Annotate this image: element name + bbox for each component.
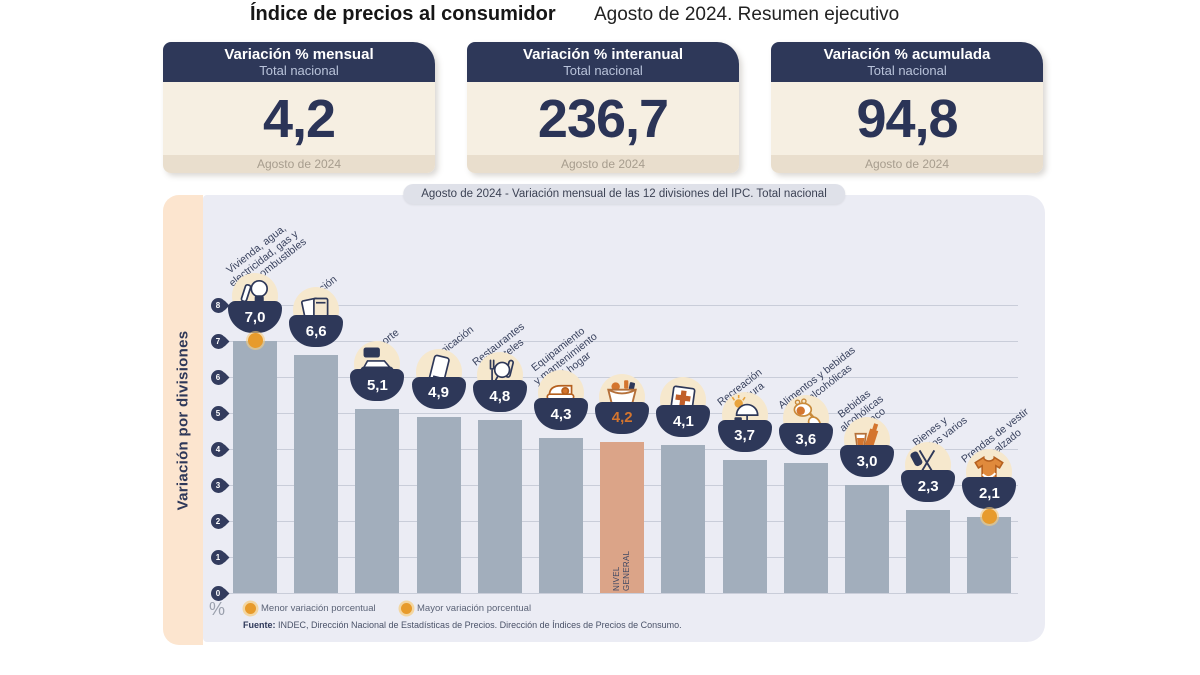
y-tick-8: 8 xyxy=(210,297,226,313)
kpi-body: 4,2 xyxy=(163,82,435,155)
kpi-card-accumulated: Variación % acumulada Total nacional 94,… xyxy=(771,42,1043,173)
y-tick-7: 7 xyxy=(210,333,226,349)
chart-title: Agosto de 2024 - Variación mensual de la… xyxy=(403,184,845,204)
bar-8 xyxy=(722,459,767,593)
kpi-title: Variación % mensual xyxy=(224,46,374,63)
kpi-header: Variación % acumulada Total nacional xyxy=(771,42,1043,82)
kpi-title: Variación % interanual xyxy=(522,46,684,63)
legend-item-mayor: Mayor variación porcentual xyxy=(401,601,531,615)
bar-value-badge: 4,2 xyxy=(595,401,650,434)
bar-value-badge: 2,1 xyxy=(962,477,1017,510)
source-label: Fuente: xyxy=(243,620,276,630)
legend-item-menor: Menor variación porcentual xyxy=(245,601,376,615)
marker-dot-mayor xyxy=(247,333,263,348)
gridline-0 xyxy=(228,593,1018,594)
bar-value-badge: 5,1 xyxy=(350,369,405,402)
page-subtitle: Agosto de 2024. Resumen ejecutivo xyxy=(594,4,900,25)
kpi-value: 4,2 xyxy=(262,88,336,149)
clothing-footwear-icon xyxy=(970,451,1008,489)
bar-2 xyxy=(355,409,400,593)
kpi-value: 94,8 xyxy=(856,88,958,149)
kpi-body: 94,8 xyxy=(771,82,1043,155)
gridline-7 xyxy=(228,341,1018,342)
gridline-8 xyxy=(228,305,1018,306)
bar-3 xyxy=(416,416,461,593)
bar-10 xyxy=(845,485,889,593)
bar-7 xyxy=(661,445,706,593)
kpi-card-monthly: Variación % mensual Total nacional 4,2 A… xyxy=(163,42,435,173)
y-tick-4: 4 xyxy=(210,441,226,457)
bar-value-badge: 4,9 xyxy=(411,376,466,409)
kpi-card-yearly: Variación % interanual Total nacional 23… xyxy=(467,42,739,173)
kpi-header: Variación % interanual Total nacional xyxy=(467,42,739,82)
kpi-body: 236,7 xyxy=(467,82,739,155)
bar-12 xyxy=(967,517,1012,593)
bar-5 xyxy=(539,438,583,593)
page-title: Índice de precios al consumidor xyxy=(250,3,556,25)
marker-dot-menor xyxy=(981,509,997,525)
housing-utilities-icon xyxy=(236,275,274,313)
bar-11 xyxy=(906,510,951,593)
bar-value-badge: 6,6 xyxy=(289,315,344,348)
y-tick-6: 6 xyxy=(210,369,226,385)
kpi-scope: Total nacional xyxy=(867,63,947,78)
percent-unit-label: % xyxy=(209,599,226,619)
health-icon xyxy=(664,379,702,417)
source-text: INDEC, Dirección Nacional de Estadística… xyxy=(275,620,682,630)
legend-label: Menor variación porcentual xyxy=(261,602,376,614)
kpi-period: Agosto de 2024 xyxy=(163,155,435,173)
bar-4 xyxy=(477,420,522,593)
bar-value-badge: 4,1 xyxy=(656,405,711,438)
kpi-header: Variación % mensual Total nacional xyxy=(163,42,435,82)
bar-nivel-general xyxy=(600,441,645,593)
legend-label: Mayor variación porcentual xyxy=(417,602,532,614)
mayor-variacion-dot-icon xyxy=(401,602,412,614)
bar-value-badge: 3,0 xyxy=(840,445,894,477)
kpi-scope: Total nacional xyxy=(563,63,643,78)
y-tick-5: 5 xyxy=(210,405,226,421)
chart-panel: Agosto de 2024 - Variación mensual de la… xyxy=(203,184,1045,642)
menor-variacion-dot-icon xyxy=(245,602,256,614)
bar-value-badge: 2,3 xyxy=(901,470,956,503)
bar-value-badge: 4,3 xyxy=(534,398,588,431)
bar-0 xyxy=(233,341,277,593)
plot-area: 0 1 2 3 4 5 6 7 8 7,0 Vivienda, agua, electricidad… xyxy=(203,195,1045,642)
y-tick-3: 3 xyxy=(210,477,226,493)
kpi-scope: Total nacional xyxy=(259,63,339,78)
bar-1 xyxy=(294,355,339,593)
y-tick-1: 1 xyxy=(210,549,226,565)
y-tick-0: 0 xyxy=(210,585,226,601)
source-line: Fuente: INDEC, Dirección Nacional de Est… xyxy=(243,620,682,630)
bar-value-badge: 7,0 xyxy=(228,301,282,333)
bar-value-badge: 3,6 xyxy=(778,423,833,456)
home-equipment-icon xyxy=(542,372,580,410)
kpi-title: Variación % acumulada xyxy=(823,46,991,63)
y-axis-title: Variación por divisiones xyxy=(174,330,192,510)
bar-value-badge: 3,7 xyxy=(717,419,772,452)
kpi-value: 236,7 xyxy=(537,88,669,149)
nivel-general-bar-label: NIVEL GENERAL xyxy=(612,550,631,591)
bar-value-badge: 4,8 xyxy=(472,380,527,413)
y-tick-2: 2 xyxy=(210,513,226,529)
bar-9 xyxy=(783,463,828,593)
y-axis-title-strip: Variación por divisiones xyxy=(163,195,203,645)
kpi-period: Agosto de 2024 xyxy=(771,155,1043,173)
kpi-period: Agosto de 2024 xyxy=(467,155,739,173)
